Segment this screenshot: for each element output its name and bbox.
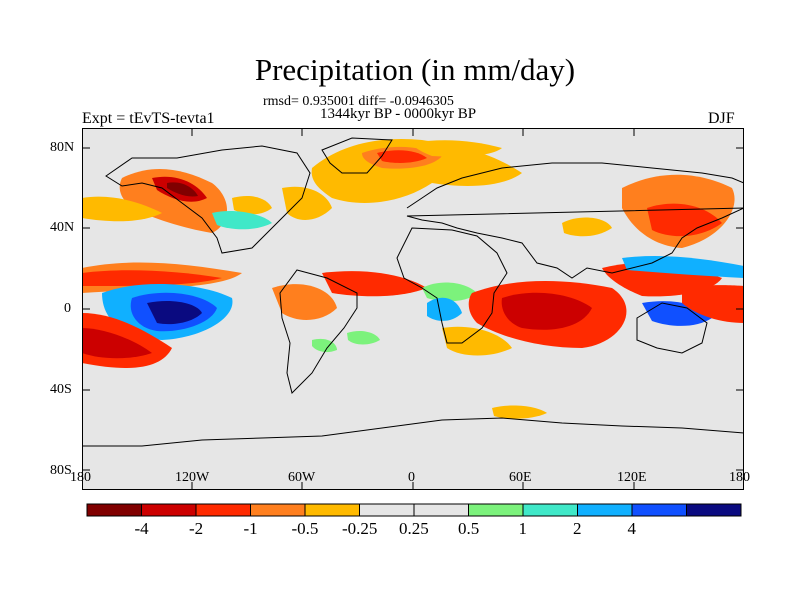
- period-text: 1344kyr BP - 0000kyr BP: [320, 106, 477, 122]
- lon-ticks: [191, 128, 635, 490]
- anomaly-patch: [82, 328, 152, 359]
- lat-label: 0: [64, 301, 71, 316]
- coast-north-america: [105, 145, 311, 254]
- anomaly-patch: [282, 186, 332, 220]
- anomaly-patch: [682, 285, 744, 323]
- anomaly-fields: [82, 138, 744, 419]
- anomaly-patch: [562, 217, 612, 237]
- colorbar-label: 0.5: [458, 519, 480, 538]
- colorbar-box: [631, 503, 687, 517]
- anomaly-patch: [232, 196, 272, 215]
- lon-label: 120W: [175, 470, 210, 485]
- anomaly-patch: [622, 255, 744, 278]
- colorbar-label: 1: [518, 519, 528, 538]
- colorbar-box: [86, 503, 142, 517]
- anomaly-patch: [167, 182, 198, 197]
- colorbar-box: [577, 503, 633, 517]
- lat-label: 80S: [50, 463, 72, 478]
- coastlines: [82, 137, 744, 447]
- anomaly-patch: [427, 297, 462, 321]
- colorbar-box: [359, 503, 415, 517]
- anomaly-patch: [412, 140, 502, 157]
- experiment-label: Expt = tEvTS-tevta1: [82, 110, 215, 127]
- colorbar-label: 4: [627, 519, 637, 538]
- coast-africa: [396, 227, 508, 344]
- colorbar-label: -1: [243, 519, 258, 538]
- colorbar-label: -4: [134, 519, 149, 538]
- anomaly-patch: [347, 330, 380, 345]
- colorbar-box: [413, 503, 469, 517]
- coast-europe-asia: [406, 162, 744, 279]
- colorbar-box: [468, 503, 524, 517]
- colorbar: [86, 503, 742, 517]
- lat-ticks: [82, 147, 744, 471]
- anomaly-patch: [492, 405, 547, 419]
- coast-australia: [636, 302, 708, 354]
- colorbar-label: 0.25: [399, 519, 429, 538]
- anomaly-patch: [212, 211, 272, 230]
- anomaly-patch: [442, 326, 512, 356]
- colorbar-box: [195, 503, 251, 517]
- colorbar-box: [304, 503, 360, 517]
- colorbar-box: [522, 503, 578, 517]
- colorbar-label: 2: [573, 519, 582, 538]
- anomaly-patch: [377, 150, 427, 163]
- colorbar-label: -0.25: [342, 519, 378, 538]
- anomaly-patch: [82, 196, 162, 222]
- lon-label: 180: [729, 470, 750, 485]
- lon-label: 180: [70, 470, 91, 485]
- stats-text: rmsd= 0.935001 diff= -0.0946305: [263, 94, 454, 109]
- lat-label: 40N: [50, 220, 75, 235]
- lon-label: 120E: [617, 470, 647, 485]
- colorbar-box: [250, 503, 306, 517]
- lon-label: 0: [408, 470, 415, 485]
- lat-label: 80N: [50, 140, 75, 155]
- anomaly-patch: [647, 203, 722, 237]
- precipitation-map: [82, 128, 744, 490]
- colorbar-box: [141, 503, 197, 517]
- colorbar-label: -2: [189, 519, 204, 538]
- map-title: Precipitation (in mm/day): [254, 52, 576, 87]
- colorbar-label: -0.5: [291, 519, 319, 538]
- coast-antarctica: [82, 417, 744, 447]
- anomaly-patch: [82, 270, 222, 286]
- lon-label: 60E: [509, 470, 532, 485]
- lon-label: 60W: [288, 470, 316, 485]
- coast-south-america: [279, 269, 358, 394]
- anomaly-patch: [312, 338, 337, 353]
- anomaly-patch: [272, 284, 337, 320]
- anomaly-patch: [501, 292, 592, 330]
- colorbar-box: [686, 503, 742, 517]
- season-label: DJF: [708, 110, 735, 127]
- anomaly-patch: [322, 271, 427, 297]
- anomaly-patch: [147, 301, 202, 325]
- coast-greenland: [321, 137, 393, 174]
- lat-label: 40S: [50, 382, 72, 397]
